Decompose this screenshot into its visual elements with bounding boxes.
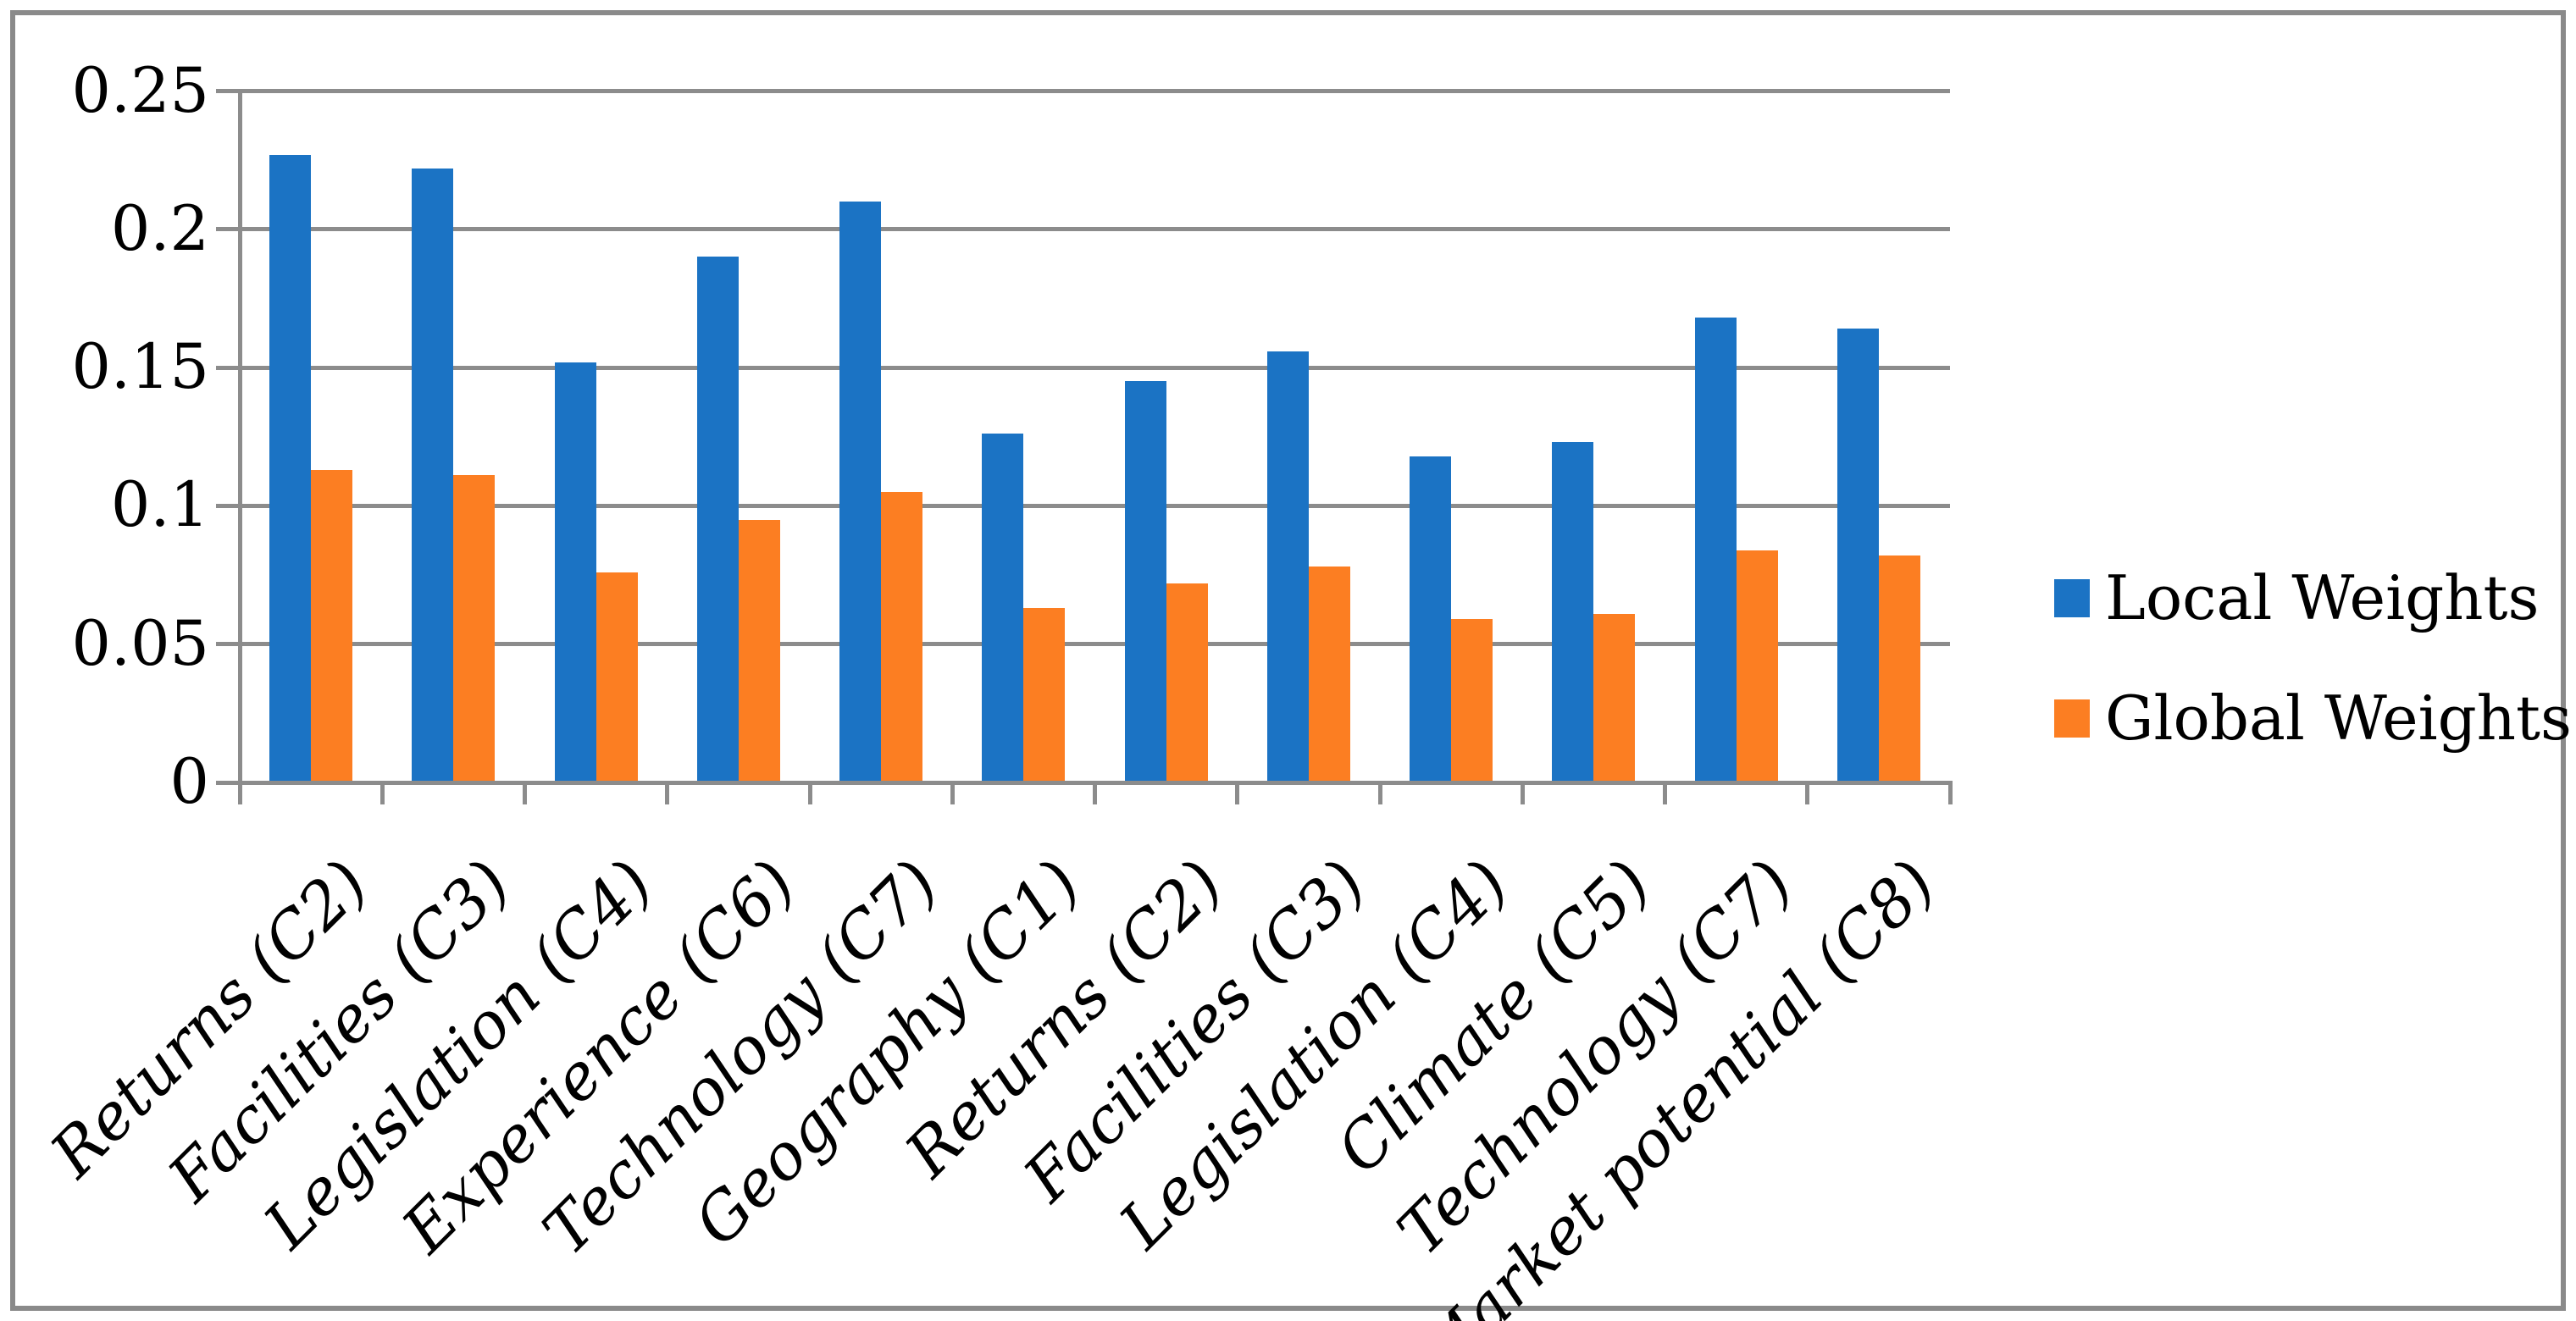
y-tick-label-0.05: 0.05 xyxy=(71,607,209,680)
bar-local-weights-10 xyxy=(1694,318,1737,782)
bar-global-weights-7 xyxy=(1308,567,1350,782)
bar-local-weights-6 xyxy=(1124,381,1166,782)
bar-local-weights-2 xyxy=(554,362,596,782)
x-tick-4 xyxy=(807,782,812,804)
x-tick-12 xyxy=(1947,782,1953,804)
bar-local-weights-11 xyxy=(1836,329,1879,782)
x-tick-1 xyxy=(379,782,385,804)
y-tick-0 xyxy=(215,780,238,785)
bar-global-weights-3 xyxy=(738,520,780,782)
x-tick-10 xyxy=(1663,782,1667,804)
gridline-0.1 xyxy=(240,503,1950,508)
y-tick-label-0.2: 0.2 xyxy=(110,192,209,265)
legend-item-global-weights: Global Weights xyxy=(2054,688,2572,749)
bar-global-weights-6 xyxy=(1166,583,1208,782)
legend-item-local-weights: Local Weights xyxy=(2054,567,2539,628)
figure-border xyxy=(10,10,2566,1311)
bar-local-weights-8 xyxy=(1410,456,1452,782)
bar-global-weights-10 xyxy=(1736,550,1778,782)
bar-local-weights-9 xyxy=(1552,442,1594,782)
bar-global-weights-11 xyxy=(1878,555,1920,782)
x-tick-3 xyxy=(665,782,670,804)
gridline-0.05 xyxy=(240,642,1950,647)
y-tick-label-0.15: 0.15 xyxy=(71,331,209,404)
y-tick-label-0: 0 xyxy=(169,746,209,818)
bar-local-weights-1 xyxy=(412,169,454,782)
y-tick-0.25 xyxy=(215,89,238,93)
x-tick-2 xyxy=(523,782,527,804)
gridline-0.2 xyxy=(240,227,1950,232)
bar-global-weights-8 xyxy=(1451,619,1493,782)
x-tick-6 xyxy=(1093,782,1097,804)
y-tick-label-0.25: 0.25 xyxy=(71,54,209,127)
gridline-0.15 xyxy=(240,365,1950,370)
legend-swatch-global-weights-icon xyxy=(2054,699,2090,738)
bar-local-weights-0 xyxy=(269,155,312,782)
y-tick-0.05 xyxy=(215,642,238,647)
bar-local-weights-7 xyxy=(1266,351,1309,782)
bar-local-weights-3 xyxy=(696,257,739,782)
x-tick-7 xyxy=(1235,782,1240,804)
y-tick-label-0.1: 0.1 xyxy=(110,469,209,542)
gridline-0.25 xyxy=(240,89,1950,93)
legend-swatch-local-weights-icon xyxy=(2054,578,2090,617)
x-tick-5 xyxy=(950,782,955,804)
legend-label-global-weights: Global Weights xyxy=(2105,683,2572,754)
bar-global-weights-1 xyxy=(453,475,496,782)
bar-global-weights-4 xyxy=(881,492,923,782)
bar-global-weights-9 xyxy=(1593,614,1636,782)
y-tick-0.2 xyxy=(215,227,238,232)
y-axis-line xyxy=(237,89,242,804)
legend-label-local-weights: Local Weights xyxy=(2105,562,2540,633)
y-tick-0.15 xyxy=(215,365,238,370)
bar-global-weights-2 xyxy=(596,572,638,782)
bar-global-weights-5 xyxy=(1023,608,1066,782)
bar-global-weights-0 xyxy=(311,470,353,782)
x-tick-9 xyxy=(1520,782,1525,804)
bar-local-weights-5 xyxy=(982,434,1024,782)
x-tick-0 xyxy=(237,782,242,804)
bar-local-weights-4 xyxy=(839,202,882,782)
y-tick-0.1 xyxy=(215,503,238,508)
x-tick-8 xyxy=(1377,782,1382,804)
x-tick-11 xyxy=(1805,782,1810,804)
